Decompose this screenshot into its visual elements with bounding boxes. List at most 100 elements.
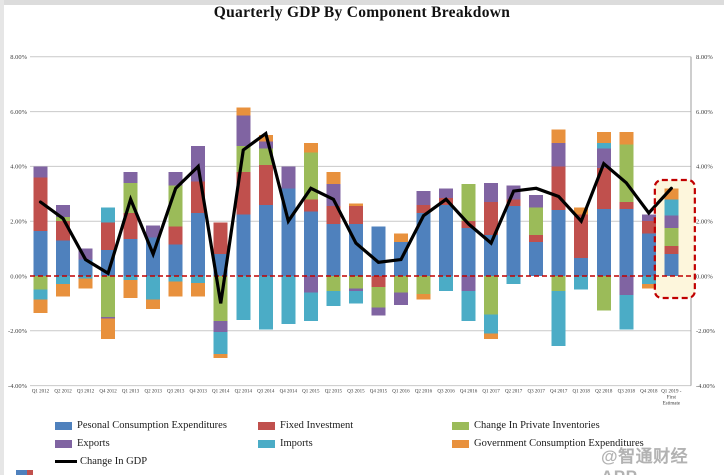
y-axis-tick-left: 2.00% — [10, 219, 27, 226]
bar-segment — [506, 276, 521, 285]
chart-title: Quarterly GDP By Component Breakdown — [213, 4, 511, 21]
bar-segment — [236, 276, 251, 320]
x-axis-tick: Q4 2016 — [460, 390, 478, 395]
cutoff-element-red — [27, 470, 33, 475]
bar-segment — [33, 177, 48, 231]
bar-segment — [258, 276, 273, 330]
bar-segment — [551, 143, 566, 167]
bar-segment — [101, 318, 116, 340]
bar-segment — [551, 291, 566, 346]
bar-segment — [484, 202, 499, 235]
bar-segment — [326, 184, 341, 207]
bar-segment — [123, 239, 138, 276]
x-axis-tick: Q2 2013 — [144, 390, 162, 395]
x-axis-tick: Q4 2015 — [370, 390, 388, 395]
stacked-bars — [33, 107, 679, 359]
bar-segment — [619, 202, 634, 209]
y-axis-tick-right: 2.00% — [696, 219, 713, 226]
x-axis-tick: Q2 2018 — [595, 390, 613, 395]
bar-segment — [551, 210, 566, 276]
bar-segment — [439, 276, 454, 292]
bar-segment — [213, 222, 228, 255]
bar-segment — [529, 207, 544, 235]
bar-segment — [416, 293, 431, 300]
bar-segment — [484, 182, 499, 203]
bar-segment — [529, 241, 544, 276]
bar-segment — [596, 143, 611, 149]
bar-segment — [461, 291, 476, 322]
bar-segment — [146, 276, 161, 300]
bar-segment — [101, 222, 116, 250]
x-axis-tick: Q3 2012 — [77, 390, 95, 395]
bar-segment — [168, 244, 183, 276]
bar-segment — [123, 171, 138, 183]
bar-segment — [123, 276, 138, 281]
x-axis-tick: Q1 2013 — [122, 390, 140, 395]
bar-segment — [168, 171, 183, 186]
bar-segment — [326, 291, 341, 307]
bar-segment — [213, 354, 228, 359]
bar-segment — [326, 276, 341, 292]
x-axis-tick: Q4 2017 — [550, 390, 568, 395]
bar-segment — [371, 276, 386, 287]
bar-segment — [281, 276, 296, 324]
bar-segment — [641, 214, 656, 222]
bar-segment — [258, 141, 273, 149]
bar-segment — [168, 276, 183, 282]
x-axis-tick: Q1 2019 -First Estimate — [661, 390, 682, 407]
bar-segment — [641, 221, 656, 234]
bar-segment — [506, 199, 521, 207]
x-axis-tick: Q1 2017 — [482, 390, 500, 395]
bar-segment — [574, 214, 589, 259]
bar-segment — [33, 276, 48, 290]
bar-segment — [484, 314, 499, 334]
bar-segment — [484, 333, 499, 340]
bar-segment — [461, 276, 476, 292]
bar-segment — [416, 212, 431, 276]
watermark-text: @智通财经APP — [601, 447, 689, 475]
bar-segment — [348, 288, 363, 292]
bar-segment — [664, 245, 679, 255]
bar-segment — [326, 223, 341, 276]
x-axis-tick: Q1 2015 — [302, 390, 320, 395]
bar-segment — [326, 171, 341, 185]
y-axis-tick-right: 0.00% — [696, 273, 713, 280]
bar-segment — [33, 166, 48, 178]
x-axis-tick: Q3 2015 — [347, 390, 365, 395]
bar-segment — [596, 148, 611, 168]
bar-segment — [78, 278, 93, 289]
x-axis-tick: Q1 2016 — [392, 390, 410, 395]
bar-segment — [191, 276, 206, 283]
bar-segment — [596, 208, 611, 276]
bar-segment — [439, 188, 454, 198]
bar-segment — [664, 228, 679, 246]
bar-segment — [326, 206, 341, 224]
bar-segment — [146, 299, 161, 309]
y-axis-tick-left: -4.00% — [8, 383, 28, 390]
bar-segment — [529, 234, 544, 242]
bar-segment — [461, 228, 476, 276]
bar-segment — [303, 292, 318, 322]
bar-segment — [303, 152, 318, 200]
bar-segment — [416, 276, 431, 294]
y-axis-tick-right: 6.00% — [696, 109, 713, 116]
bar-segment — [33, 289, 48, 300]
bar-segment — [213, 321, 228, 333]
y-axis-tick-left: -2.00% — [8, 328, 28, 335]
bar-segment — [303, 276, 318, 293]
bar-segment — [371, 307, 386, 316]
bar-segment — [348, 203, 363, 207]
y-axis-tick-left: 4.00% — [10, 164, 27, 171]
bar-segment — [574, 276, 589, 290]
bar-segment — [101, 317, 116, 319]
bar-segment — [191, 145, 206, 182]
bar-segment — [78, 259, 93, 276]
bar-segment — [123, 280, 138, 298]
x-axis-tick: Q3 2013 — [167, 390, 185, 395]
highlight-box-border — [653, 178, 696, 300]
bar-segment — [56, 284, 71, 297]
bar-segment — [33, 299, 48, 313]
bar-segment — [596, 167, 611, 209]
